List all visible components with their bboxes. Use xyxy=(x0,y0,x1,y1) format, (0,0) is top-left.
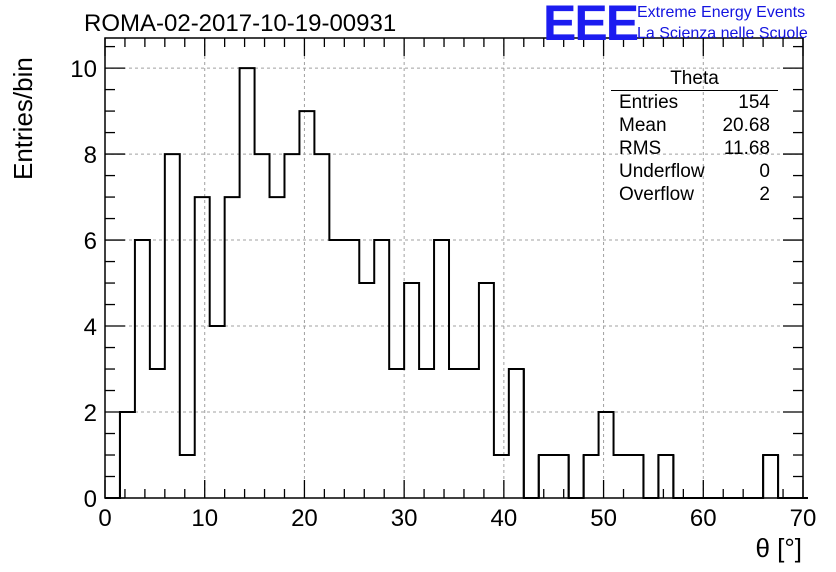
histogram-bin-37 xyxy=(658,455,673,498)
org-line-2: La Scienza nelle Scuole xyxy=(637,25,808,42)
x-tick-label-7: 70 xyxy=(790,505,817,532)
histogram-bin-1 xyxy=(120,412,135,498)
histogram-bin-12 xyxy=(284,154,299,498)
histogram-bin-30 xyxy=(554,455,569,498)
histogram-bin-23 xyxy=(449,369,464,498)
y-tick-label-1: 2 xyxy=(84,400,97,427)
histogram-bin-44 xyxy=(763,455,778,498)
plot-frame xyxy=(104,37,804,499)
x-tick-label-4: 40 xyxy=(491,505,518,532)
histogram-bin-8 xyxy=(225,197,240,498)
axis-tick-labels: 0 10 20 30 40 50 60 70 0 2 4 6 8 10 xyxy=(70,56,816,532)
y-tick-label-0: 0 xyxy=(84,486,97,513)
histogram-bin-22 xyxy=(434,240,449,498)
histogram-bin-9 xyxy=(240,68,255,498)
x-tick-label-6: 60 xyxy=(690,505,717,532)
histogram-bin-19 xyxy=(389,369,404,498)
stats-row-underflow: Underflow 0 xyxy=(619,161,770,182)
histogram-bin-35 xyxy=(629,455,644,498)
histogram-bin-3 xyxy=(150,369,165,498)
histogram-bin-7 xyxy=(210,326,225,498)
histogram-bin-29 xyxy=(539,455,554,498)
histogram-bin-18 xyxy=(374,240,389,498)
histogram-bin-6 xyxy=(195,197,210,498)
histogram-bin-33 xyxy=(599,412,614,498)
histogram-bin-15 xyxy=(329,240,344,498)
histogram-bin-32 xyxy=(584,455,599,498)
histogram-bin-20 xyxy=(404,283,419,498)
histogram-series xyxy=(105,67,808,499)
y-tick-label-5: 10 xyxy=(70,56,97,83)
y-axis-label: Entries/bin xyxy=(8,57,38,180)
histogram-bin-4 xyxy=(165,154,180,498)
histogram-bin-14 xyxy=(314,154,329,498)
x-tick-label-1: 10 xyxy=(191,505,218,532)
histogram-bin-2 xyxy=(135,240,150,498)
x-tick-label-0: 0 xyxy=(98,505,111,532)
grid-lines xyxy=(105,38,803,498)
histogram-bin-16 xyxy=(344,240,359,498)
x-tick-label-5: 50 xyxy=(590,505,617,532)
histogram-bin-11 xyxy=(270,197,285,498)
y-tick-label-3: 6 xyxy=(84,228,97,255)
x-tick-label-3: 30 xyxy=(391,505,418,532)
stats-box: Theta Entries 154 Mean 20.68 RMS 11.68 Unde… xyxy=(611,68,778,206)
histogram-bin-13 xyxy=(299,111,314,498)
histogram-bin-10 xyxy=(255,154,270,498)
chart-title: ROMA-02-2017-10-19-00931 xyxy=(84,10,397,37)
eee-logo: EEE xyxy=(543,0,639,51)
y-tick-label-4: 8 xyxy=(84,142,97,169)
histogram-bin-26 xyxy=(494,455,509,498)
stats-row-overflow: Overflow 2 xyxy=(619,184,770,205)
axis-ticks xyxy=(104,38,804,499)
x-tick-label-2: 20 xyxy=(291,505,318,532)
stats-title: Theta xyxy=(611,68,778,91)
histogram-bin-24 xyxy=(464,369,479,498)
stats-row-rms: RMS 11.68 xyxy=(619,138,770,159)
x-axis-label: θ [°] xyxy=(755,533,802,563)
histogram-bin-21 xyxy=(419,369,434,498)
histogram-bin-5 xyxy=(180,455,195,498)
stats-row-mean: Mean 20.68 xyxy=(619,115,770,136)
histogram-bin-17 xyxy=(359,283,374,498)
stats-row-entries: Entries 154 xyxy=(619,92,770,113)
histogram-bin-25 xyxy=(479,283,494,498)
histogram-bin-27 xyxy=(509,369,524,498)
y-tick-label-2: 4 xyxy=(84,314,97,341)
histogram-bin-34 xyxy=(614,455,629,498)
org-line-1: Extreme Energy Events xyxy=(637,4,806,21)
